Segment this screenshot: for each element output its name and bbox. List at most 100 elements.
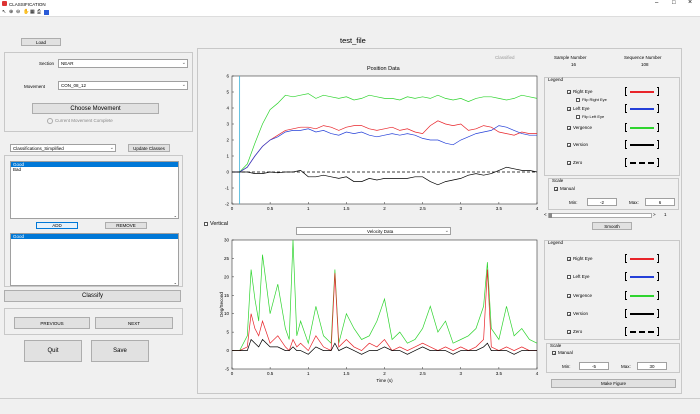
- flip-right-eye-checkbox[interactable]: Flip Right Eye: [576, 97, 607, 102]
- slider-left-arrow[interactable]: <: [544, 212, 547, 217]
- next-button[interactable]: NEXT: [95, 317, 173, 329]
- left-eye-checkbox[interactable]: ✓ Left Eye: [567, 106, 590, 111]
- slider-track[interactable]: [548, 213, 652, 218]
- arrow-icon[interactable]: ↖: [2, 9, 7, 15]
- section-dropdown[interactable]: NEAR ⌄: [58, 59, 188, 68]
- scroll-down-icon[interactable]: ⌄: [173, 213, 177, 218]
- flip-left-eye-label: Flip Left Eye: [582, 114, 605, 119]
- legend-title: Legend: [548, 77, 564, 82]
- x-tick-label: 1: [307, 371, 310, 376]
- version-checkbox[interactable]: ✓ Version: [567, 142, 588, 147]
- flip-left-eye-checkbox[interactable]: Flip Left Eye: [576, 114, 604, 119]
- choose-movement-button[interactable]: Choose Movement: [32, 103, 159, 114]
- check-icon[interactable]: ✓: [567, 329, 572, 335]
- check-icon[interactable]: ✓: [567, 293, 572, 299]
- list-item[interactable]: Bad: [13, 167, 22, 172]
- load-button[interactable]: Load: [21, 38, 61, 46]
- check-icon[interactable]: ✓: [567, 311, 572, 317]
- max-input[interactable]: 6: [645, 198, 675, 206]
- min-value: -5: [591, 363, 596, 369]
- classify-button[interactable]: Classify: [4, 290, 181, 302]
- minimize-button[interactable]: –: [655, 0, 659, 6]
- scale-top: Scale ✓ Manual Min: -2 Max: 6: [548, 178, 679, 210]
- version-checkbox[interactable]: ✓ Version: [567, 311, 588, 316]
- legend-bottom: Legend ✓ Right Eye Left Eye ✓ Vergence ✓ Ve…: [544, 240, 680, 340]
- min-value: -2: [599, 199, 604, 205]
- checkbox-icon[interactable]: [576, 114, 580, 119]
- right-eye-label: Right Eye: [573, 256, 593, 261]
- class-listbox[interactable]: Good Bad ⌄: [10, 161, 179, 219]
- movement-dropdown[interactable]: CON_08_12 ⌄: [58, 81, 188, 90]
- check-icon[interactable]: ✓: [554, 186, 559, 192]
- zero-checkbox[interactable]: ✓ Zero: [567, 160, 582, 165]
- print-icon[interactable]: ⎙: [37, 9, 42, 15]
- assigned-listbox[interactable]: Good ⌄: [10, 233, 179, 286]
- vergence-checkbox[interactable]: ✓ Vergence: [567, 125, 592, 130]
- plot-area: [231, 75, 538, 205]
- plot-area: [231, 239, 538, 370]
- make-figure-button[interactable]: Make Figure: [551, 379, 676, 388]
- data-cursor-icon[interactable]: ▦: [30, 9, 35, 15]
- list-item[interactable]: Good: [11, 234, 178, 239]
- manual-label: Manual: [560, 186, 575, 191]
- previous-button[interactable]: PREVIOUS: [14, 317, 90, 329]
- checkbox-icon[interactable]: [204, 221, 208, 226]
- right-eye-swatch: [625, 87, 659, 96]
- y-tick-label: 6: [226, 74, 229, 79]
- min-input[interactable]: -2: [587, 198, 617, 206]
- pan-icon[interactable]: ✋: [23, 9, 30, 15]
- slider-thumb[interactable]: [549, 213, 552, 218]
- position-chart[interactable]: -2 -1 0 1 2 3 4 5 6 0 0.5 1 1.5 2 2.5 3 3.5 4: [218, 72, 548, 218]
- classifications-dropdown[interactable]: Classifications_Simplified ⌄: [10, 144, 116, 152]
- check-icon[interactable]: ✓: [567, 106, 572, 112]
- zoom-in-icon[interactable]: ⊕: [9, 9, 14, 15]
- vergence-checkbox[interactable]: ✓ Vergence: [567, 293, 592, 298]
- update-classes-button[interactable]: Update Classes: [128, 144, 170, 152]
- checkbox-icon[interactable]: [567, 274, 571, 279]
- save-button[interactable]: Save: [91, 340, 149, 362]
- smooth-button[interactable]: Smooth: [592, 222, 632, 230]
- remove-button[interactable]: REMOVE: [105, 222, 147, 229]
- y-tick-label: -2: [225, 202, 229, 207]
- x-tick-label: 3: [459, 371, 462, 376]
- position-chart-title: Position Data: [367, 66, 400, 72]
- check-icon[interactable]: ✓: [567, 142, 572, 148]
- max-input[interactable]: 30: [637, 362, 667, 370]
- scale-bottom: Scale ✓ Manual Min: -5 Max: 30: [546, 343, 680, 373]
- maximize-button[interactable]: □: [672, 0, 676, 6]
- zoom-out-icon[interactable]: ⊖: [16, 9, 21, 15]
- scroll-down-icon[interactable]: ⌄: [173, 280, 177, 285]
- series-right-eye: [232, 269, 537, 352]
- zero-swatch: [625, 158, 659, 167]
- right-eye-swatch: [625, 254, 659, 263]
- section-label: Section: [39, 61, 55, 66]
- zero-checkbox[interactable]: ✓ Zero: [567, 329, 582, 334]
- current-movement-complete[interactable]: Current Movement Complete: [47, 118, 113, 124]
- add-button[interactable]: ADD: [36, 222, 78, 229]
- x-tick-label: 0: [231, 371, 234, 376]
- quit-button[interactable]: Quit: [24, 340, 82, 362]
- y-tick-label: 30: [224, 238, 230, 243]
- manual-checkbox[interactable]: ✓ Manual: [552, 350, 573, 355]
- slider-right-arrow[interactable]: >: [653, 212, 656, 217]
- right-eye-checkbox[interactable]: ✓ Right Eye: [567, 256, 593, 261]
- list-item[interactable]: Good: [11, 162, 178, 167]
- check-icon[interactable]: ✓: [567, 89, 572, 95]
- check-icon[interactable]: ✓: [567, 160, 572, 166]
- right-eye-checkbox[interactable]: ✓ Right Eye: [567, 89, 593, 94]
- manual-checkbox[interactable]: ✓ Manual: [554, 186, 575, 191]
- vertical-checkbox[interactable]: Vertical: [204, 221, 228, 227]
- min-input[interactable]: -5: [579, 362, 609, 370]
- check-icon[interactable]: ✓: [567, 256, 572, 262]
- checkbox-icon[interactable]: [576, 97, 580, 102]
- check-icon[interactable]: ✓: [567, 125, 572, 131]
- right-eye-label: Right Eye: [573, 89, 593, 94]
- manual-label: Manual: [558, 350, 573, 355]
- left-eye-checkbox[interactable]: Left Eye: [567, 274, 590, 279]
- close-button[interactable]: ×: [688, 0, 693, 6]
- velocity-dropdown[interactable]: Velocity Data ⌄: [296, 227, 451, 235]
- app-icon: [2, 1, 7, 6]
- save-icon[interactable]: [44, 10, 49, 15]
- check-icon[interactable]: ✓: [552, 350, 557, 356]
